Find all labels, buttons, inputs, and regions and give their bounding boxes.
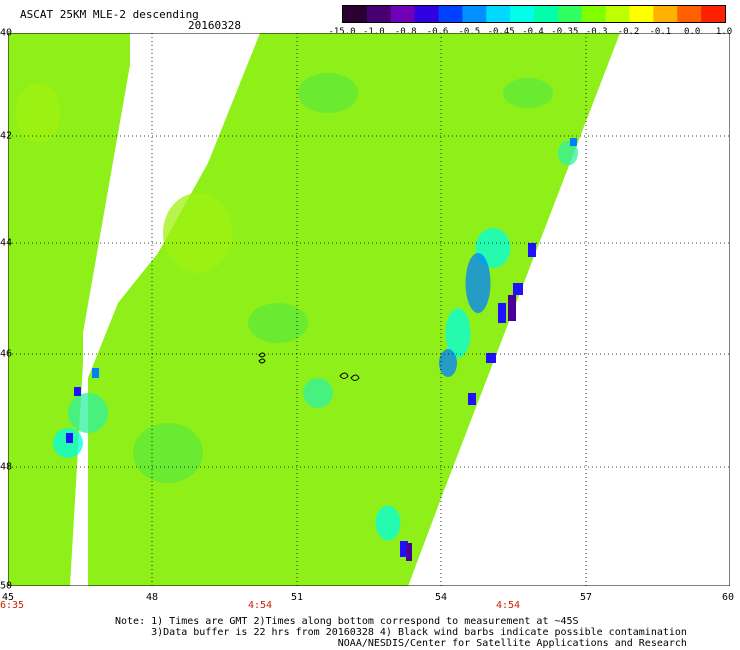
wind-speed-pixel — [498, 303, 506, 323]
scale-label: -0.4 — [522, 27, 544, 37]
wind-speed-patch — [465, 253, 491, 313]
wind-speed-patch — [445, 308, 471, 358]
lat-label: 48 — [0, 461, 13, 473]
scale-label: -0.2 — [617, 27, 640, 37]
lat-label: 50 — [0, 580, 13, 592]
lon-label: 57 — [579, 592, 593, 603]
product-date: 20160328 — [188, 19, 241, 32]
wind-speed-pixel — [400, 541, 408, 557]
scale-label: -0.45 — [487, 27, 515, 37]
scale-swatch — [629, 6, 654, 22]
scale-swatch — [653, 6, 678, 22]
wind-speed-patch — [503, 78, 553, 108]
wind-speed-patch — [439, 349, 457, 377]
lon-label: 60 — [721, 592, 735, 603]
scale-swatch — [462, 6, 487, 22]
note-line: 3)Data buffer is 22 hrs from 20160328 4)… — [115, 627, 687, 638]
scale-label: -15.0 — [328, 27, 356, 37]
time-label: 4:54 — [495, 600, 521, 611]
wind-speed-pixel — [406, 543, 412, 561]
lat-label: 42 — [0, 130, 13, 142]
lon-label: 54 — [434, 592, 448, 603]
scale-label: 0.0 — [684, 27, 701, 37]
time-label: 4:54 — [247, 600, 273, 611]
product-title: ASCAT 25KM MLE-2 descending — [20, 8, 199, 21]
wind-speed-pixel — [74, 387, 81, 396]
scale-swatch — [390, 6, 416, 22]
note-line: Note: 1) Times are GMT 2)Times along bot… — [115, 616, 579, 627]
scale-label: -0.6 — [426, 27, 449, 37]
scale-swatch — [486, 6, 511, 22]
wind-speed-patch — [15, 83, 61, 143]
color-scale-bar — [342, 5, 726, 23]
lat-label: 44 — [0, 237, 13, 249]
color-scale-swatches — [343, 6, 726, 22]
scale-swatch — [677, 6, 702, 22]
lon-label: 51 — [290, 592, 304, 603]
scale-swatch — [701, 6, 726, 22]
scale-label: -0.1 — [649, 27, 672, 37]
scale-swatch — [605, 6, 631, 22]
scale-swatch — [366, 6, 392, 22]
scale-swatch — [534, 6, 559, 22]
scale-label: 1.0 — [715, 27, 733, 37]
scale-swatch — [414, 6, 440, 22]
contamination-mark — [350, 374, 360, 381]
note-line: NOAA/NESDIS/Center for Satellite Applica… — [115, 638, 687, 649]
contamination-mark — [339, 372, 349, 379]
lat-label: 40 — [0, 27, 13, 39]
footer-note: Note: 1) Times are GMT 2)Times along bot… — [115, 616, 687, 649]
wind-speed-pixel — [508, 295, 516, 321]
wind-speed-pixel — [468, 393, 476, 405]
lat-label: 46 — [0, 348, 13, 360]
wind-speed-pixel — [486, 353, 496, 363]
time-label: 6:35 — [0, 600, 25, 611]
swath-left — [8, 33, 130, 586]
wind-speed-patch — [68, 393, 108, 433]
scale-label: -0.35 — [551, 27, 579, 37]
scale-label: -1.0 — [362, 27, 385, 37]
scatterometer-swaths — [8, 33, 620, 586]
wind-speed-pixel — [528, 243, 536, 257]
scale-swatch — [510, 6, 535, 22]
lon-label: 45 — [1, 592, 15, 603]
wind-map-plot — [8, 33, 730, 586]
scale-swatch — [557, 6, 583, 22]
wind-speed-patch — [375, 505, 401, 541]
contamination-marks — [258, 352, 360, 381]
wind-speed-patch — [303, 378, 333, 408]
scale-swatch — [343, 6, 368, 22]
wind-speed-pixel — [513, 283, 523, 295]
wind-speed-pixel — [570, 138, 577, 146]
wind-speed-patch — [298, 73, 358, 113]
wind-speed-patch — [133, 423, 203, 483]
lat-lon-grid — [8, 33, 730, 586]
contamination-mark — [258, 358, 266, 364]
wind-speed-pixel — [66, 433, 73, 443]
contamination-mark — [258, 352, 266, 358]
lon-label: 48 — [145, 592, 159, 603]
scale-swatch — [581, 6, 607, 22]
wind-speed-pixel — [92, 368, 99, 378]
scale-swatch — [438, 6, 463, 22]
scale-label: -0.3 — [585, 27, 608, 37]
wind-speed-patch — [248, 303, 308, 343]
wind-speed-patch — [558, 140, 578, 166]
color-scale-labels: -15.0 -1.0 -0.8 -0.6 -0.5 -0.45 -0.4 -0.35 -0.3-… — [322, 27, 740, 39]
wind-speed-patch — [163, 193, 233, 273]
scale-label: -0.5 — [458, 27, 481, 37]
scale-label: -0.8 — [394, 27, 417, 37]
swath-main — [88, 33, 620, 586]
